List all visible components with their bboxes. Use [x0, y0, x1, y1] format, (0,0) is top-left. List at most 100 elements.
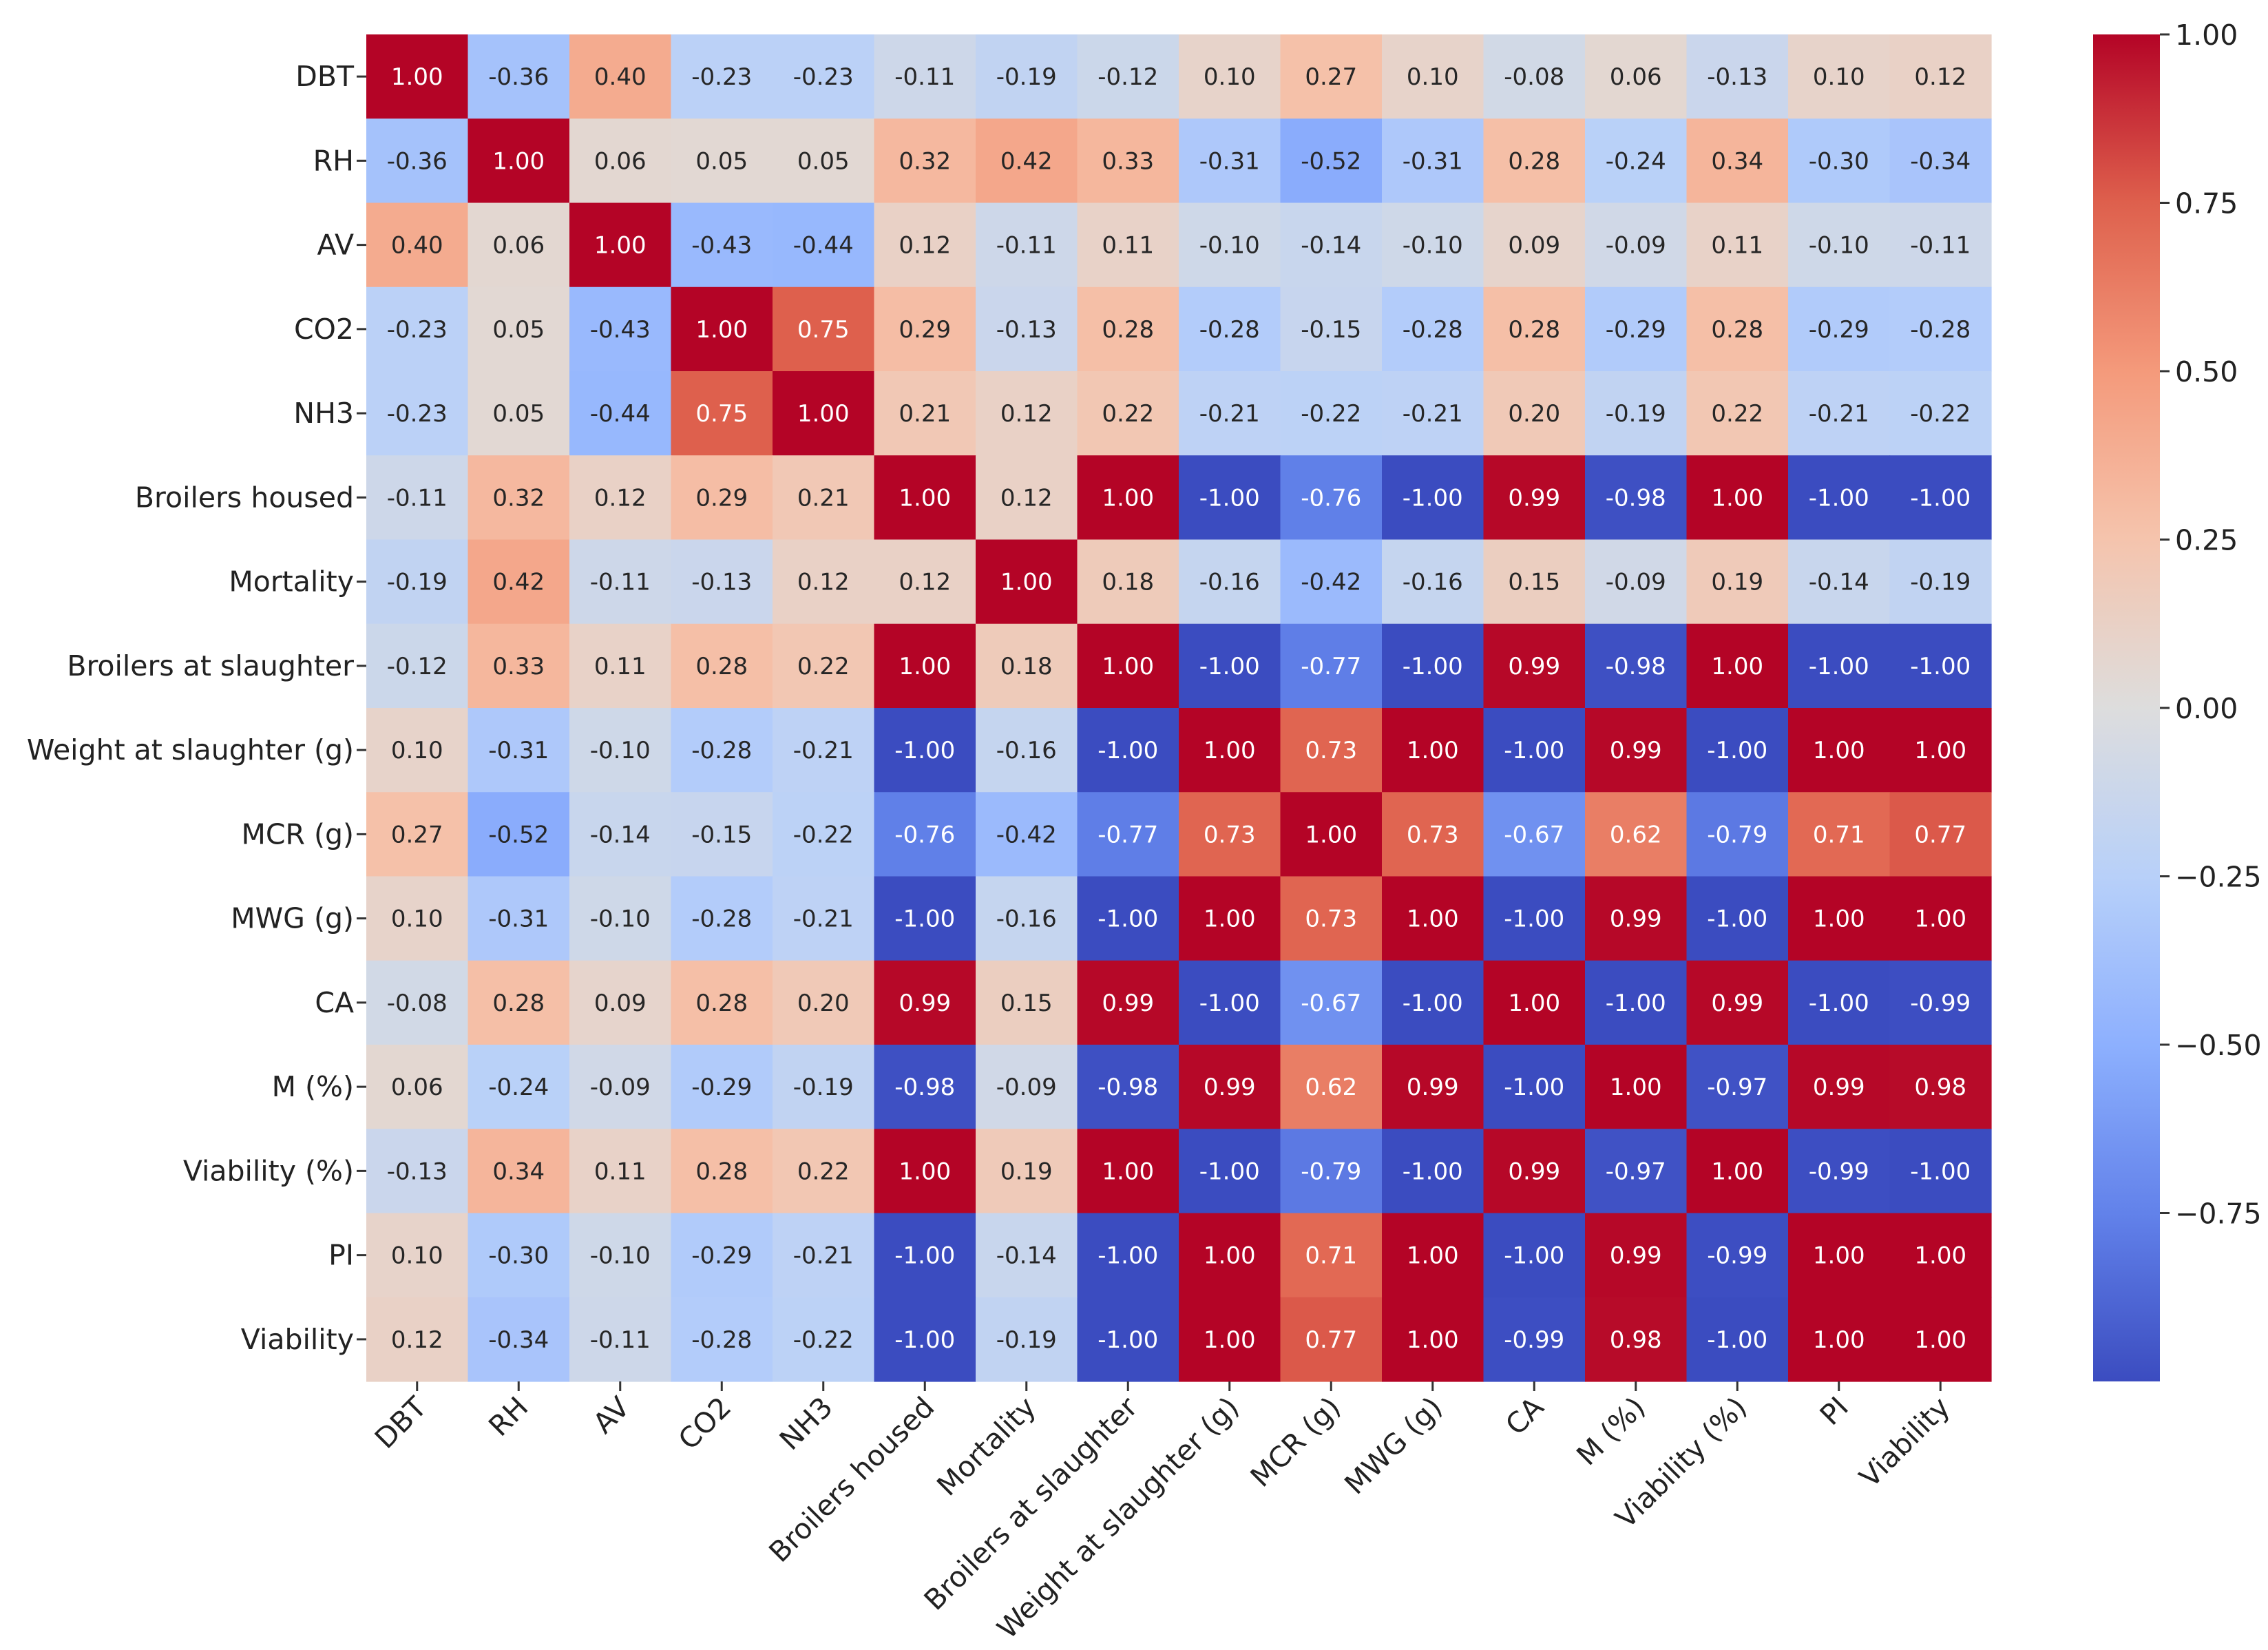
cell-annotation-r9-c7: -0.77: [1098, 821, 1158, 848]
x-tick-label: DBT: [368, 1390, 434, 1455]
cell-annotation-r0-c3: -0.23: [691, 63, 752, 91]
cell-annotation-r9-c1: -0.52: [488, 821, 549, 848]
cell-annotation-r13-c4: 0.22: [797, 1158, 850, 1185]
heatmap-cell-r0-c13: [1686, 34, 1789, 119]
colorbar-tick-label: −0.25: [2175, 861, 2262, 894]
heatmap-cell-r6-c3: [671, 539, 773, 625]
heatmap-cell-r3-c11: [1483, 286, 1586, 372]
heatmap-cell-r10-c7: [1077, 876, 1179, 961]
heatmap-cell-r9-c5: [874, 792, 976, 877]
heatmap-cell-r10-c2: [569, 876, 672, 961]
heatmap-cell-r3-c4: [773, 286, 875, 372]
heatmap-cell-r15-c6: [976, 1297, 1078, 1382]
heatmap-cell-r13-c2: [569, 1129, 672, 1214]
x-tick-label: MWG (g): [1338, 1390, 1448, 1501]
cell-annotation-r13-c13: 1.00: [1711, 1158, 1763, 1185]
cell-annotation-r6-c3: -0.13: [691, 569, 752, 596]
heatmap-cell-r8-c15: [1889, 708, 1992, 793]
heatmap-cell-r14-c10: [1382, 1213, 1484, 1298]
heatmap-cell-r12-c3: [671, 1045, 773, 1129]
heatmap-cell-r14-c6: [976, 1213, 1078, 1298]
heatmap-cell-r15-c10: [1382, 1297, 1484, 1382]
cell-annotation-r9-c2: -0.14: [590, 821, 651, 848]
cell-annotation-r3-c1: 0.05: [492, 316, 545, 344]
cell-annotation-r7-c0: -0.12: [387, 653, 448, 680]
cell-annotation-r15-c8: 1.00: [1204, 1326, 1256, 1354]
cell-annotation-r5-c11: 0.99: [1508, 484, 1560, 512]
heatmap-cell-r11-c11: [1483, 960, 1586, 1045]
cell-annotation-r10-c9: 0.73: [1305, 906, 1357, 933]
cell-annotation-r15-c0: 0.12: [391, 1326, 443, 1354]
cell-annotation-r9-c9: 1.00: [1305, 821, 1357, 848]
cell-annotation-r13-c15: -1.00: [1910, 1158, 1971, 1185]
cell-annotation-r11-c4: 0.20: [797, 990, 850, 1017]
cell-annotation-r12-c12: 1.00: [1610, 1074, 1662, 1101]
cell-annotation-r12-c8: 0.99: [1204, 1074, 1256, 1101]
x-tick-label: AV: [587, 1390, 636, 1440]
cell-annotation-r10-c3: -0.28: [691, 906, 752, 933]
cell-annotation-r14-c5: -1.00: [894, 1242, 955, 1270]
heatmap-cell-r7-c2: [569, 623, 672, 709]
cell-annotation-r3-c14: -0.29: [1809, 316, 1869, 344]
cell-annotation-r1-c12: -0.24: [1606, 147, 1666, 175]
heatmap-cell-r14-c7: [1077, 1213, 1179, 1298]
cell-annotation-r8-c6: -0.16: [996, 737, 1057, 764]
heatmap-cell-r11-c2: [569, 960, 672, 1045]
cell-annotation-r12-c0: 0.06: [391, 1074, 443, 1101]
heatmap-cell-r11-c15: [1889, 960, 1992, 1045]
cell-annotation-r10-c6: -0.16: [996, 906, 1057, 933]
heatmap-cell-r13-c10: [1382, 1129, 1484, 1214]
cell-annotation-r4-c7: 0.22: [1102, 400, 1154, 428]
heatmap-cell-r0-c6: [976, 34, 1078, 119]
heatmap-cell-r3-c15: [1889, 286, 1992, 372]
cell-annotation-r2-c4: -0.44: [793, 232, 854, 260]
heatmap-cell-r11-c3: [671, 960, 773, 1045]
cell-annotation-r3-c10: -0.28: [1403, 316, 1463, 344]
heatmap-cell-r7-c1: [468, 623, 570, 709]
cell-annotation-r3-c2: -0.43: [590, 316, 651, 344]
cell-annotation-r12-c1: -0.24: [488, 1074, 549, 1101]
cell-annotation-r6-c9: -0.42: [1301, 569, 1361, 596]
cell-annotation-r13-c9: -0.79: [1301, 1158, 1361, 1185]
y-tick-label: DBT: [295, 60, 355, 93]
heatmap-cell-r12-c6: [976, 1045, 1078, 1129]
cell-annotation-r5-c15: -1.00: [1910, 484, 1971, 512]
cell-annotation-r9-c0: 0.27: [391, 821, 443, 848]
cell-annotation-r5-c2: 0.12: [594, 484, 647, 512]
heatmap-cell-r0-c15: [1889, 34, 1992, 119]
heatmap-cell-r13-c3: [671, 1129, 773, 1214]
heatmap-cell-r12-c14: [1788, 1045, 1891, 1129]
colorbar: 1.00 0.75 0.50 0.25 0.00 −0.25 −0.50 −0.75: [2093, 19, 2262, 1381]
heatmap-cell-r5-c12: [1585, 455, 1688, 541]
heatmap-cell-r12-c8: [1179, 1045, 1281, 1129]
heatmap-cell-r14-c15: [1889, 1213, 1992, 1298]
cell-annotation-r15-c2: -0.11: [590, 1326, 651, 1354]
heatmap-cell-r1-c7: [1077, 118, 1179, 204]
heatmap-cell-r15-c13: [1686, 1297, 1789, 1382]
heatmap-cell-r8-c6: [976, 708, 1078, 793]
heatmap-cell-r14-c13: [1686, 1213, 1789, 1298]
heatmap-cell-r8-c2: [569, 708, 672, 793]
cell-annotation-r12-c14: 0.99: [1813, 1074, 1865, 1101]
cell-annotation-r1-c5: 0.32: [899, 147, 951, 175]
cell-annotation-r1-c14: -0.30: [1809, 147, 1869, 175]
heatmap-cell-r15-c3: [671, 1297, 773, 1382]
heatmap-cell-r5-c9: [1280, 455, 1383, 541]
cell-annotation-r6-c5: 0.12: [899, 569, 951, 596]
cell-annotation-r9-c15: 0.77: [1914, 821, 1966, 848]
heatmap-cell-annotations: 1.00 -0.36 0.40 -0.23 -0.23 -0.11 -0.19 -0.12 0.…: [387, 63, 1971, 1354]
heatmap-cell-r1-c8: [1179, 118, 1281, 204]
cell-annotation-r7-c15: -1.00: [1910, 653, 1971, 680]
cell-annotation-r1-c1: 1.00: [492, 147, 545, 175]
cell-annotation-r14-c0: 0.10: [391, 1242, 443, 1270]
cell-annotation-r7-c12: -0.98: [1606, 653, 1666, 680]
cell-annotation-r4-c4: 1.00: [797, 400, 850, 428]
y-axis-tick-labels: DBT RH AV CO2 NH3 Broilers housed Mortality Bro…: [27, 60, 366, 1356]
y-tick-label: M (%): [272, 1070, 354, 1103]
heatmap-cell-r15-c8: [1179, 1297, 1281, 1382]
heatmap-cell-r14-c14: [1788, 1213, 1891, 1298]
cell-annotation-r6-c7: 0.18: [1102, 569, 1154, 596]
y-tick-label: RH: [313, 144, 354, 177]
cell-annotation-r5-c14: -1.00: [1809, 484, 1869, 512]
heatmap-cell-r0-c4: [773, 34, 875, 119]
